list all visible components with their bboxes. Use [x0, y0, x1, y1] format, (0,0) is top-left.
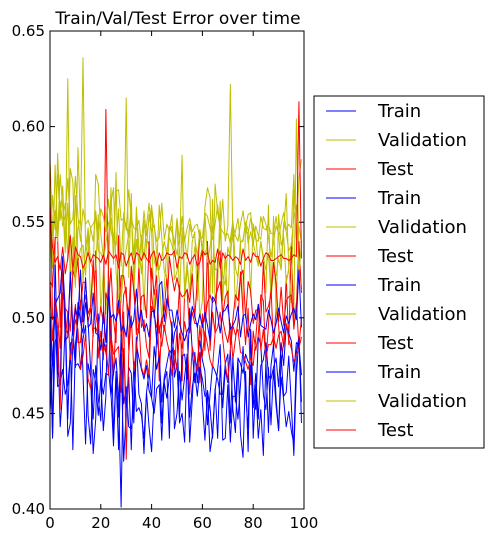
series-line-train-9 — [49, 256, 302, 367]
y-tick-label: 0.50 — [12, 309, 45, 327]
x-tick-label: 100 — [290, 514, 319, 532]
series-layer — [49, 57, 302, 508]
legend-label-validation: Validation — [378, 304, 467, 325]
legend-label-test: Test — [377, 333, 413, 354]
series-line-validation-4 — [49, 57, 302, 319]
legend-label-validation: Validation — [378, 217, 467, 238]
legend-label-train: Train — [377, 362, 421, 383]
series-line-train-3 — [49, 310, 302, 458]
legend-label-train: Train — [377, 275, 421, 296]
series-line-train-6 — [49, 302, 302, 508]
x-tick-label: 80 — [244, 514, 263, 532]
ticks-layer: 0 20 40 60 80 100 0.40 0.45 0.50 0.55 0.60 0.65 — [12, 22, 319, 532]
x-tick-label: 60 — [193, 514, 212, 532]
legend-label-test: Test — [377, 246, 413, 267]
series-line-test-11 — [49, 101, 302, 275]
series-line-validation-7 — [49, 84, 302, 288]
chart-title: Train/Val/Test Error over time — [54, 9, 300, 29]
axes-frame — [49, 30, 305, 510]
y-tick-label: 0.40 — [12, 500, 45, 518]
legend-label-validation: Validation — [378, 130, 467, 151]
y-tick-label: 0.45 — [12, 404, 45, 422]
legend-label-validation: Validation — [378, 391, 467, 412]
x-tick-label: 20 — [91, 514, 110, 532]
y-tick-label: 0.65 — [12, 22, 45, 40]
y-tick-label: 0.55 — [12, 213, 45, 231]
legend-box — [313, 95, 485, 449]
y-tick-label: 0.60 — [12, 118, 45, 136]
legend-label-test: Test — [377, 420, 413, 441]
legend-label-test: Test — [377, 159, 413, 180]
x-tick-label: 40 — [142, 514, 161, 532]
x-tick-label: 0 — [45, 514, 55, 532]
legend-label-train: Train — [377, 101, 421, 122]
legend: Train Validation Test Train Validation Test Tr… — [313, 95, 485, 449]
series-line-validation-10 — [49, 173, 302, 246]
legend-label-train: Train — [377, 188, 421, 209]
series-line-test-8 — [49, 159, 302, 460]
